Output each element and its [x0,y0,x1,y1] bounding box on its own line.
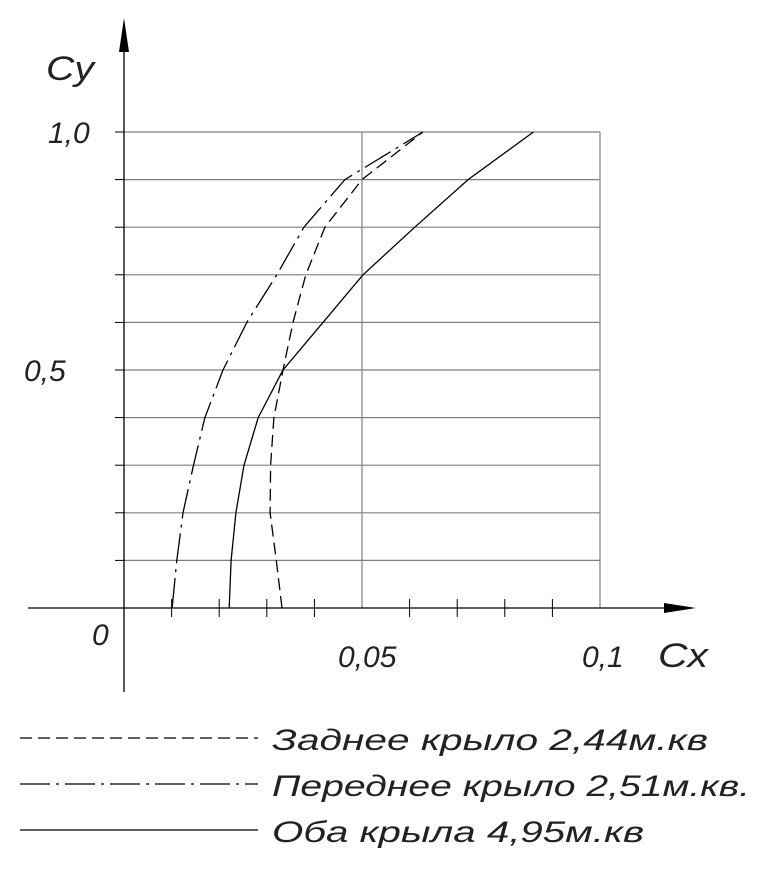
series-line-solid [228,131,534,609]
axes [28,18,696,692]
series-line-dashdot [171,131,424,609]
x-axis-arrow-icon [664,603,696,613]
y-axis-arrow-icon [119,18,129,52]
legend: Заднее крыло 2,44м.кв Переднее крыло 2,5… [20,724,750,849]
series-group [171,131,534,609]
legend-label-rear-wing: Заднее крыло 2,44м.кв [272,724,708,757]
y-axis-label: Cy [46,50,96,88]
x-axis-label: Cx [658,637,709,675]
legend-label-both-wings: Оба крыла 4,95м.кв [272,816,644,849]
origin-label: 0 [92,619,109,652]
y-tick-label-1-0: 1,0 [48,117,90,150]
x-tick-label-0-1: 0,1 [582,641,624,674]
x-tick-label-0-05: 0,05 [338,641,397,674]
legend-label-front-wing: Переднее крыло 2,51м.кв. [272,770,750,803]
grid [124,131,601,608]
y-tick-label-0-5: 0,5 [24,355,66,388]
